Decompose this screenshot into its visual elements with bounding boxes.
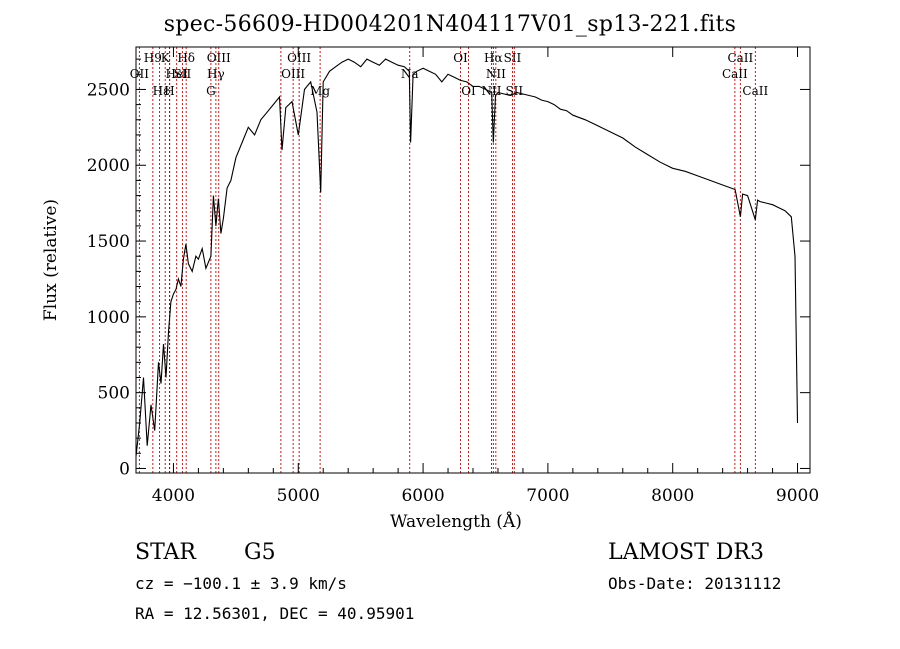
line-label-15: NII <box>486 67 506 81</box>
y-tick-label-5: 2500 <box>87 80 130 100</box>
x-tick-label-5: 9000 <box>776 486 819 506</box>
obs-date: Obs-Date: 20131112 <box>608 574 782 593</box>
line-markers <box>138 47 756 473</box>
line-label-21: OI <box>461 84 476 98</box>
x-tick-label-2: 6000 <box>401 486 444 506</box>
line-label-16: CaII <box>722 67 748 81</box>
x-tick-label-1: 5000 <box>277 486 320 506</box>
y-axis-label: Flux (relative) <box>41 198 61 322</box>
x-tick-label-4: 8000 <box>651 486 694 506</box>
line-label-4: OIII <box>287 51 311 65</box>
coordinates: RA = 12.56301, DEC = 40.95901 <box>135 604 415 623</box>
x-tick-label-0: 4000 <box>152 486 195 506</box>
line-label-11: SII <box>174 67 192 81</box>
chart-title: spec-56609-HD004201N404117V01_sp13-221.f… <box>163 12 737 37</box>
object-class: STAR <box>135 540 196 565</box>
plot-frame <box>135 46 811 474</box>
line-label-3: OIII <box>207 51 231 65</box>
line-label-12: Hγ <box>207 67 225 81</box>
y-tick-label-4: 2000 <box>87 156 130 176</box>
y-tick-label-3: 1500 <box>87 232 130 252</box>
line-label-1: K <box>161 51 171 65</box>
x-tick-label-3: 7000 <box>526 486 569 506</box>
y-tick-label-2: 1000 <box>87 308 130 328</box>
flux-line <box>135 58 799 457</box>
line-label-0: H9 <box>144 51 162 65</box>
line-label-22: NII <box>481 84 501 98</box>
line-label-5: OI <box>453 51 468 65</box>
y-tick-label-0: 0 <box>119 459 130 479</box>
line-label-9: OII <box>130 67 150 81</box>
axis-ticks: 4000 5000 6000 7000 8000 9000 0 500 1000 1500 2000… <box>87 47 819 506</box>
line-label-18: H <box>164 84 174 98</box>
redshift-info: cz = −100.1 ± 3.9 km/s <box>135 574 347 593</box>
line-label-10: HeI <box>166 67 189 81</box>
line-label-17: Hε <box>153 84 170 98</box>
line-label-6: Hα <box>484 51 503 65</box>
line-label-20: Mg <box>310 84 330 98</box>
line-label-13: OIII <box>281 67 305 81</box>
line-label-2: Hδ <box>177 51 195 65</box>
line-label-24: CaII <box>742 84 768 98</box>
y-tick-label-1: 500 <box>98 384 130 404</box>
line-label-8: CaII <box>727 51 753 65</box>
object-subclass: G5 <box>244 540 276 565</box>
x-axis-label: Wavelength (Å) <box>390 512 522 532</box>
line-label-23: SII <box>505 84 523 98</box>
line-label-14: Na <box>401 67 419 81</box>
line-label-7: SII <box>504 51 522 65</box>
line-label-19: G <box>206 84 216 98</box>
survey-name: LAMOST DR3 <box>608 540 764 565</box>
